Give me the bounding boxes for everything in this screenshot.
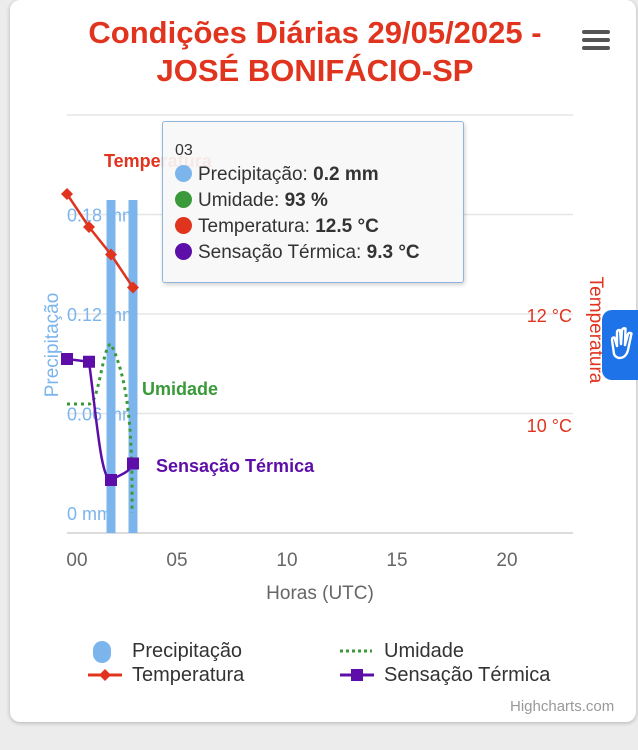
tooltip-value-humidity: 93 %	[284, 190, 328, 211]
highcharts-credits-link[interactable]: Highcharts.com	[510, 698, 615, 715]
y-axis-title-temperature: Temperatura	[585, 277, 606, 384]
tooltip-row-precipitation: Precipitação: 0.2 mm	[175, 162, 379, 188]
tooltip-dot-humidity	[175, 191, 192, 208]
tooltip-value-feels-like: 9.3 °C	[366, 242, 420, 263]
legend-label-precipitation: Precipitação	[132, 640, 243, 662]
x-axis-title: Horas (UTC)	[266, 583, 374, 604]
feels-like-point	[61, 353, 73, 365]
x-tick-label: 05	[166, 550, 187, 571]
temperature-point	[105, 248, 117, 261]
tooltip-value-precipitation: 0.2 mm	[313, 164, 379, 185]
chart-title: Condições Diárias 29/05/2025 - JOSÉ BONI…	[10, 14, 620, 90]
tooltip-label-feels-like: Sensação Térmica:	[198, 242, 367, 263]
feels-like-point	[127, 457, 139, 470]
chart-title-line-1: Condições Diárias 29/05/2025 -	[88, 15, 542, 50]
tooltip-dot-temperature	[175, 217, 192, 234]
y-tick-label-temperature: 10 °C	[527, 416, 572, 436]
x-tick-label: 10	[276, 550, 297, 571]
precipitation-column	[128, 200, 138, 533]
feels-like-point	[83, 355, 95, 368]
tooltip-row-humidity: Umidade: 93 %	[175, 188, 328, 214]
legend-item-humidity[interactable]: Umidade	[340, 638, 540, 664]
y-tick-label-precipitation: 0 mm	[67, 504, 112, 524]
x-tick-label: 15	[386, 550, 407, 571]
tooltip-dot-precipitation	[175, 165, 192, 182]
tooltip-label-precipitation: Precipitação:	[198, 164, 314, 185]
tooltip-value-temperature: 12.5 °C	[315, 216, 379, 237]
chart-tooltip: 03 Precipitação: 0.2 mm Umidade: 93 % Te…	[162, 121, 464, 283]
sign-language-hand-icon	[610, 327, 633, 360]
hamburger-icon	[582, 30, 610, 34]
temperature-series-line	[65, 193, 135, 289]
tooltip-header: 03	[175, 142, 193, 159]
chart-card: 00 05 10 15 20 Horas (UTC) 0 mm 0.06 mm 0.12 mm 0…	[10, 0, 636, 722]
humidity-series-line	[67, 342, 134, 514]
humidity-series-label: Umidade	[142, 379, 218, 399]
feels-like-point	[105, 474, 117, 486]
y-axis-title-precipitation: Precipitação	[42, 293, 63, 398]
legend-label-humidity: Umidade	[384, 640, 465, 662]
tooltip-label-temperature: Temperatura:	[198, 216, 316, 237]
legend-label-temperature: Temperatura	[132, 664, 245, 686]
legend-symbol-column-icon	[93, 641, 111, 663]
tooltip-label-humidity: Umidade:	[198, 190, 285, 211]
y-tick-label-precipitation: 0.06 mm	[67, 405, 137, 425]
temperature-point	[127, 281, 139, 294]
legend-label-feels-like: Sensação Térmica	[384, 664, 551, 686]
legend-item-temperature[interactable]: Temperatura	[88, 662, 288, 688]
accessibility-button[interactable]	[602, 310, 638, 380]
x-tick-label: 00	[66, 550, 87, 571]
tooltip-dot-feels-like	[175, 243, 192, 260]
tooltip-row-feels-like: Sensação Térmica: 9.3 °C	[175, 240, 420, 266]
chart-svg: 00 05 10 15 20 Horas (UTC) 0 mm 0.06 mm 0.12 mm 0…	[42, 114, 606, 604]
x-tick-label: 20	[496, 550, 517, 571]
y-tick-label-temperature: 12 °C	[527, 306, 572, 326]
legend-item-precipitation[interactable]: Precipitação	[88, 638, 288, 664]
chart-title-line-2: JOSÉ BONIFÁCIO-SP	[156, 53, 474, 88]
temperature-point	[83, 221, 95, 233]
y-tick-label-precipitation: 0.12 mm	[67, 305, 137, 325]
precipitation-column	[106, 200, 116, 533]
chart-menu-button[interactable]	[580, 26, 612, 58]
feels-like-series-label: Sensação Térmica	[156, 456, 315, 476]
legend-item-feels-like[interactable]: Sensação Térmica	[340, 662, 580, 688]
temperature-point	[61, 188, 73, 200]
tooltip-row-temperature: Temperatura: 12.5 °C	[175, 214, 379, 240]
legend-symbol-square-icon	[340, 669, 374, 681]
legend-symbol-diamond-icon	[88, 669, 122, 681]
legend-symbol-dotted-line-icon	[340, 649, 372, 653]
